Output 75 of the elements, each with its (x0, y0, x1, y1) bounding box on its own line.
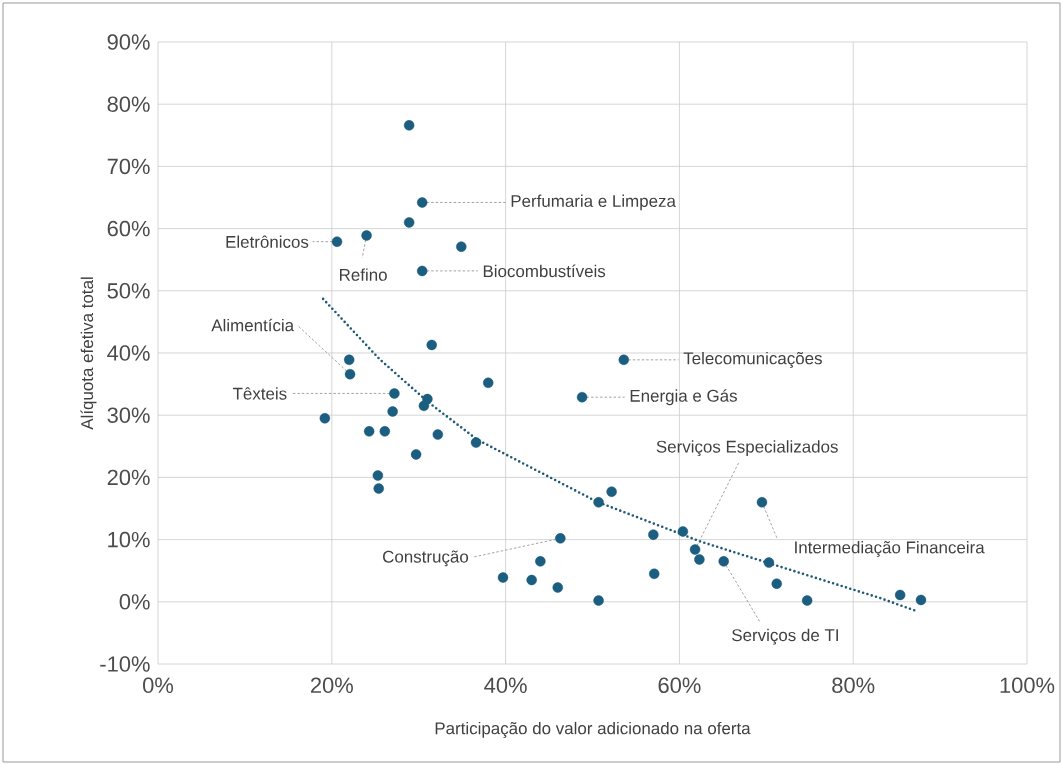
x-tick-label: 0% (143, 677, 174, 694)
annotation: Têxteis (232, 387, 287, 400)
point (403, 217, 415, 228)
point (363, 426, 375, 437)
point (555, 533, 566, 544)
point (677, 526, 689, 537)
x-tick-label: 20% (310, 677, 353, 694)
annotation: Perfumaria e Limpeza (511, 194, 676, 211)
point (718, 556, 729, 567)
point (894, 589, 906, 601)
point (689, 544, 701, 555)
point (593, 497, 604, 508)
point (403, 120, 415, 131)
point (372, 470, 384, 481)
point (497, 572, 509, 583)
y-tick-label: 30% (107, 407, 150, 423)
y-tick-label: -10% (100, 656, 150, 672)
annotation: Construção (383, 550, 469, 567)
y-tick-label: 10% (108, 531, 150, 548)
annotation: Biocombustíveis (483, 264, 606, 278)
point (483, 377, 494, 389)
y-axis-title: Alíquota efetiva total (80, 277, 97, 430)
point (915, 594, 927, 606)
point (344, 368, 356, 380)
point (526, 574, 537, 586)
point (535, 556, 546, 567)
point (552, 582, 563, 593)
point (618, 354, 629, 366)
point (432, 429, 444, 440)
point (470, 437, 482, 448)
y-tick-label: 20% (107, 469, 150, 486)
y-tick-label: 60% (107, 220, 150, 237)
annotation: Energia e Gás (630, 389, 737, 406)
point (331, 236, 343, 247)
y-tick-label: 50% (107, 283, 150, 299)
point (694, 554, 705, 565)
annotation: Alimentícia (211, 318, 295, 332)
point (593, 595, 604, 606)
annotation: Refino (340, 268, 387, 281)
point (576, 391, 588, 403)
x-axis-title: Participação do valor adicionado na oferta (435, 721, 751, 738)
point (456, 241, 467, 252)
point (410, 449, 422, 460)
point (319, 413, 331, 424)
point (756, 497, 768, 508)
point (763, 557, 775, 568)
point (416, 265, 428, 277)
x-tick-label: 80% (832, 677, 875, 694)
annotation: Serviços de TI (732, 628, 838, 645)
point (771, 578, 782, 589)
annotation: Serviços Especializados (656, 440, 838, 457)
point (389, 388, 400, 399)
y-tick-label: 90% (107, 34, 150, 50)
point (606, 486, 617, 497)
y-tick-label: 0% (119, 594, 150, 610)
point (648, 529, 659, 540)
annotation: Eletrônicos (226, 235, 309, 248)
annotation: Intermediação Financeira (795, 541, 985, 557)
x-tick-label: 40% (484, 677, 527, 694)
point (361, 230, 372, 241)
y-tick-label: 40% (107, 345, 150, 361)
point (426, 339, 437, 351)
point (373, 483, 384, 494)
y-tick-label: 70% (107, 158, 150, 175)
x-tick-label: 60% (658, 677, 701, 694)
y-tick-label: 80% (107, 96, 150, 112)
point (418, 400, 430, 412)
x-tick-label: 100% (1000, 677, 1055, 694)
point (649, 568, 660, 580)
point (343, 354, 355, 366)
point (801, 595, 813, 606)
point (379, 426, 391, 437)
point (387, 406, 398, 417)
annotation: Telecomunicações (683, 351, 822, 368)
point (416, 197, 428, 208)
